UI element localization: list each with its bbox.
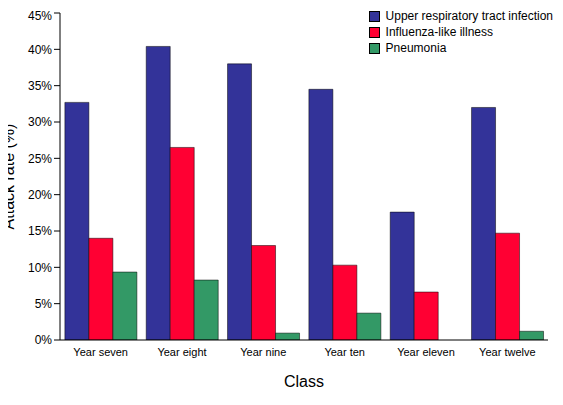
- svg-text:45%: 45%: [28, 9, 52, 23]
- svg-text:0%: 0%: [35, 333, 53, 347]
- svg-text:15%: 15%: [28, 224, 52, 238]
- html-text:Pneumonia: Pneumonia: [385, 41, 447, 55]
- svg-text:20%: 20%: [28, 188, 52, 202]
- svg-text:Attack rate (%): Attack rate (%): [8, 124, 17, 230]
- svg-text:40%: 40%: [28, 43, 52, 57]
- svg-text:35%: 35%: [28, 79, 52, 93]
- svg-text:10%: 10%: [28, 261, 52, 275]
- svg-text:30%: 30%: [28, 115, 52, 129]
- svg-text:Year eight: Year eight: [157, 346, 206, 358]
- svg-text:5%: 5%: [35, 297, 53, 311]
- svg-text:Year nine: Year nine: [240, 346, 286, 358]
- svg-text:Year twelve: Year twelve: [479, 346, 535, 358]
- svg-text:25%: 25%: [28, 152, 52, 166]
- svg-text:Year eleven: Year eleven: [397, 346, 455, 358]
- html-text:Influenza-like illness: Influenza-like illness: [385, 25, 493, 39]
- html-text:Upper respiratory tract infect: Upper respiratory tract infection: [385, 9, 553, 23]
- svg-text:Class: Class: [284, 373, 324, 390]
- svg-text:Year seven: Year seven: [73, 346, 128, 358]
- svg-text:Year ten: Year ten: [324, 346, 365, 358]
